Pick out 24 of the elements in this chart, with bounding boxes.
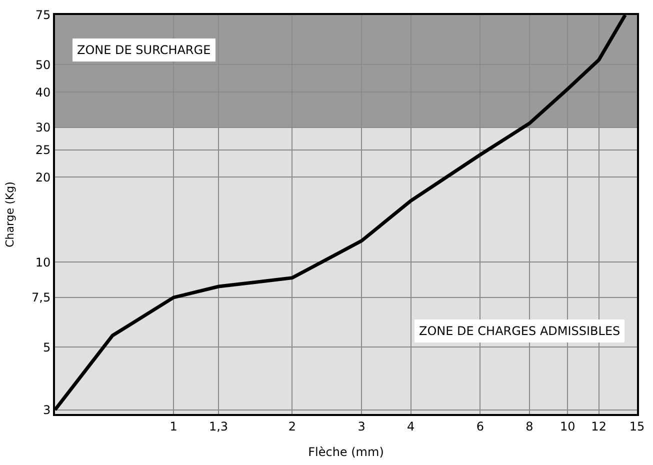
x-tick-label: 1,3 (208, 419, 228, 434)
y-tick-label: 5 (42, 340, 51, 354)
x-tick-label: 15 (629, 419, 645, 434)
y-tick-label: 3 (42, 403, 51, 418)
y-tick-label: 40 (35, 85, 51, 100)
x-tick-label: 10 (560, 419, 576, 434)
y-tick-label: 7,5 (32, 290, 51, 305)
band-label: ZONE DE CHARGES ADMISSIBLES (419, 324, 620, 338)
y-tick-label: 30 (35, 120, 51, 135)
x-tick-label: 6 (476, 419, 484, 434)
x-tick-label: 2 (288, 419, 296, 434)
x-tick-label: 4 (407, 419, 415, 434)
x-tick-label: 1 (170, 419, 178, 434)
x-axis-title: Flèche (mm) (308, 444, 384, 459)
y-tick-label: 50 (35, 58, 51, 72)
y-tick-label: 20 (35, 170, 51, 184)
y-tick-label: 10 (35, 255, 51, 270)
band-label: ZONE DE SURCHARGE (77, 43, 211, 57)
y-axis-title: Charge (Kg) (4, 182, 17, 248)
y-tick-label: 75 (35, 8, 51, 22)
x-tick-label: 3 (358, 419, 366, 434)
y-tick-label: 25 (35, 142, 51, 157)
x-tick-label: 8 (526, 419, 534, 434)
x-tick-label: 12 (591, 419, 606, 434)
